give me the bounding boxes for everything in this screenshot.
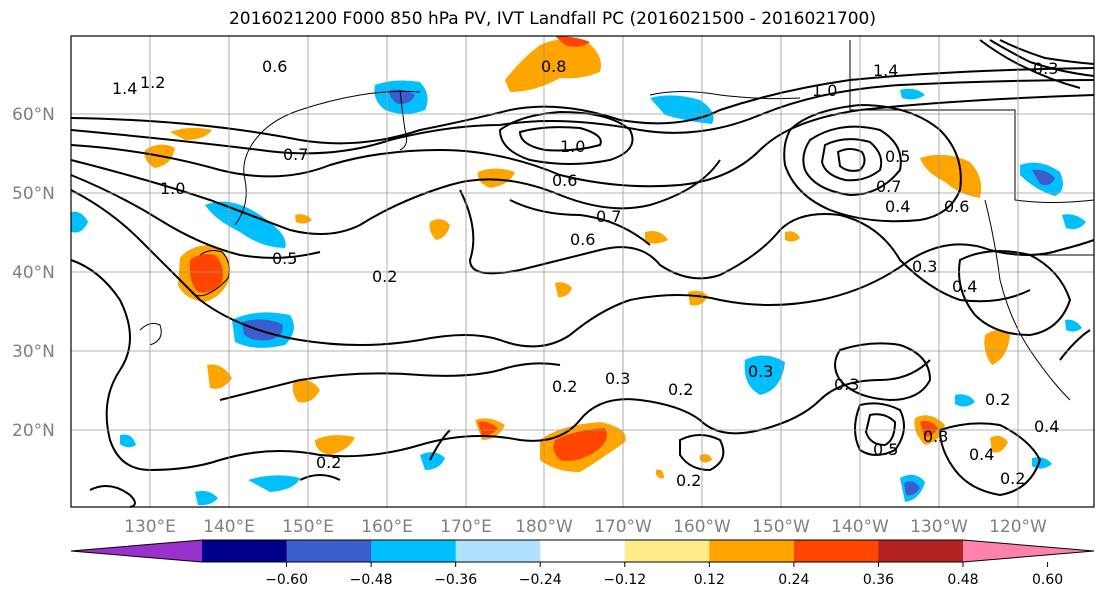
- lon-label: 140°W: [831, 517, 889, 537]
- colorbar-extend-min: [71, 540, 202, 562]
- colorbar-segment: [202, 540, 288, 562]
- contour-label: 0.2: [316, 453, 341, 472]
- gridlines: [71, 36, 1094, 507]
- contour-label: 0.2: [985, 390, 1010, 409]
- lat-label: 50°N: [12, 184, 55, 204]
- colorbar-tick-label: −0.36: [434, 572, 477, 588]
- lat-label: 30°N: [12, 342, 55, 362]
- colorbar-segment: [624, 540, 710, 562]
- colorbar-tick-label: −0.60: [265, 572, 308, 588]
- contour-label: 1.4: [873, 61, 898, 80]
- lon-label: 180°W: [515, 517, 573, 537]
- coastlines: [139, 40, 1095, 401]
- colorbar-tick-label: 0.24: [778, 572, 809, 588]
- contour-label: 0.3: [748, 362, 773, 381]
- contour-label: 0.3: [923, 427, 948, 446]
- contour-label: 0.6: [570, 230, 595, 249]
- contour-label: 0.3: [834, 375, 859, 394]
- contour-label: 0.6: [552, 171, 577, 190]
- lon-label: 120°W: [989, 517, 1047, 537]
- contour-label: 1.0: [160, 179, 185, 198]
- contour-label: 0.5: [873, 440, 898, 459]
- colorbar-segment: [455, 540, 541, 562]
- contour-label: 0.7: [283, 145, 308, 164]
- contour-label: 0.7: [596, 207, 621, 226]
- contour-label: 0.3: [912, 257, 937, 276]
- lat-label: 40°N: [12, 263, 55, 283]
- contour-label: 0.2: [1000, 469, 1025, 488]
- contour-label: 0.6: [944, 197, 969, 216]
- contour-label: 0.5: [272, 249, 297, 268]
- contour-label: 0.3: [1033, 59, 1058, 78]
- colorbar-tick-label: 0.60: [1032, 572, 1063, 588]
- lon-label: 130°E: [124, 517, 176, 537]
- colorbar-outline: [70, 539, 1095, 563]
- lon-label: 140°E: [203, 517, 255, 537]
- contour-label: 0.3: [605, 369, 630, 388]
- lon-label: 160°W: [673, 517, 731, 537]
- colorbar-tick-label: −0.48: [350, 572, 393, 588]
- contour-label: 0.2: [372, 267, 397, 286]
- lon-label: 170°W: [594, 517, 652, 537]
- contour-label: 0.5: [885, 147, 910, 166]
- contour-labels: 1.2 1.4 0.6 0.8 1.0 0.7 1.0 0.6 0.7 0.6 …: [112, 57, 1059, 490]
- contour-label: 0.7: [876, 177, 901, 196]
- contour-label: 0.2: [552, 377, 577, 396]
- contour-label: 0.8: [541, 57, 566, 76]
- contour-label: 0.4: [969, 445, 994, 464]
- contour-label: 1.4: [112, 79, 137, 98]
- colorbar-tick-label: −0.24: [519, 572, 562, 588]
- contour-label: 0.2: [668, 380, 693, 399]
- contour-label: 0.4: [1034, 417, 1059, 436]
- colorbar-segment: [709, 540, 795, 562]
- contour-label: 0.6: [262, 57, 287, 76]
- map-frame: [70, 35, 1095, 508]
- contour-label: 1.2: [140, 73, 165, 92]
- lon-label: 150°W: [752, 517, 810, 537]
- colorbar-tick-label: 0.36: [863, 572, 894, 588]
- colorbar-extend-max: [963, 540, 1094, 562]
- lon-label: 130°W: [910, 517, 968, 537]
- lon-label: 170°E: [440, 517, 492, 537]
- lon-label: 150°E: [282, 517, 334, 537]
- contour-label: 0.4: [952, 277, 977, 296]
- colorbar-tick-label: −0.12: [603, 572, 646, 588]
- colorbar-tick-label: 0.12: [694, 572, 725, 588]
- contour-label: 0.2: [676, 471, 701, 490]
- colorbar-segment: [878, 540, 964, 562]
- map-title: 2016021200 F000 850 hPa PV, IVT Landfall…: [228, 9, 876, 29]
- lat-label: 20°N: [12, 421, 55, 441]
- lon-label: 160°E: [361, 517, 413, 537]
- colorbar-segment: [371, 540, 457, 562]
- colorbar-segment: [540, 540, 626, 562]
- contour-label: 0.4: [885, 197, 910, 216]
- longitude-labels: 130°E 140°E 150°E 160°E 170°E 180°W 170°…: [124, 517, 1047, 537]
- latitude-labels: 60°N 50°N 40°N 30°N 20°N: [12, 105, 55, 441]
- colorbar-segment: [286, 540, 372, 562]
- colorbar: −0.60 −0.48 −0.36 −0.24 −0.12 0.12 0.24 0.36 0.4…: [70, 539, 1095, 588]
- lat-label: 60°N: [12, 105, 55, 125]
- contour-label: 1.0: [560, 137, 585, 156]
- contour-label: 1.0: [812, 81, 837, 100]
- colorbar-segment: [793, 540, 879, 562]
- colorbar-tick-label: 0.48: [947, 572, 978, 588]
